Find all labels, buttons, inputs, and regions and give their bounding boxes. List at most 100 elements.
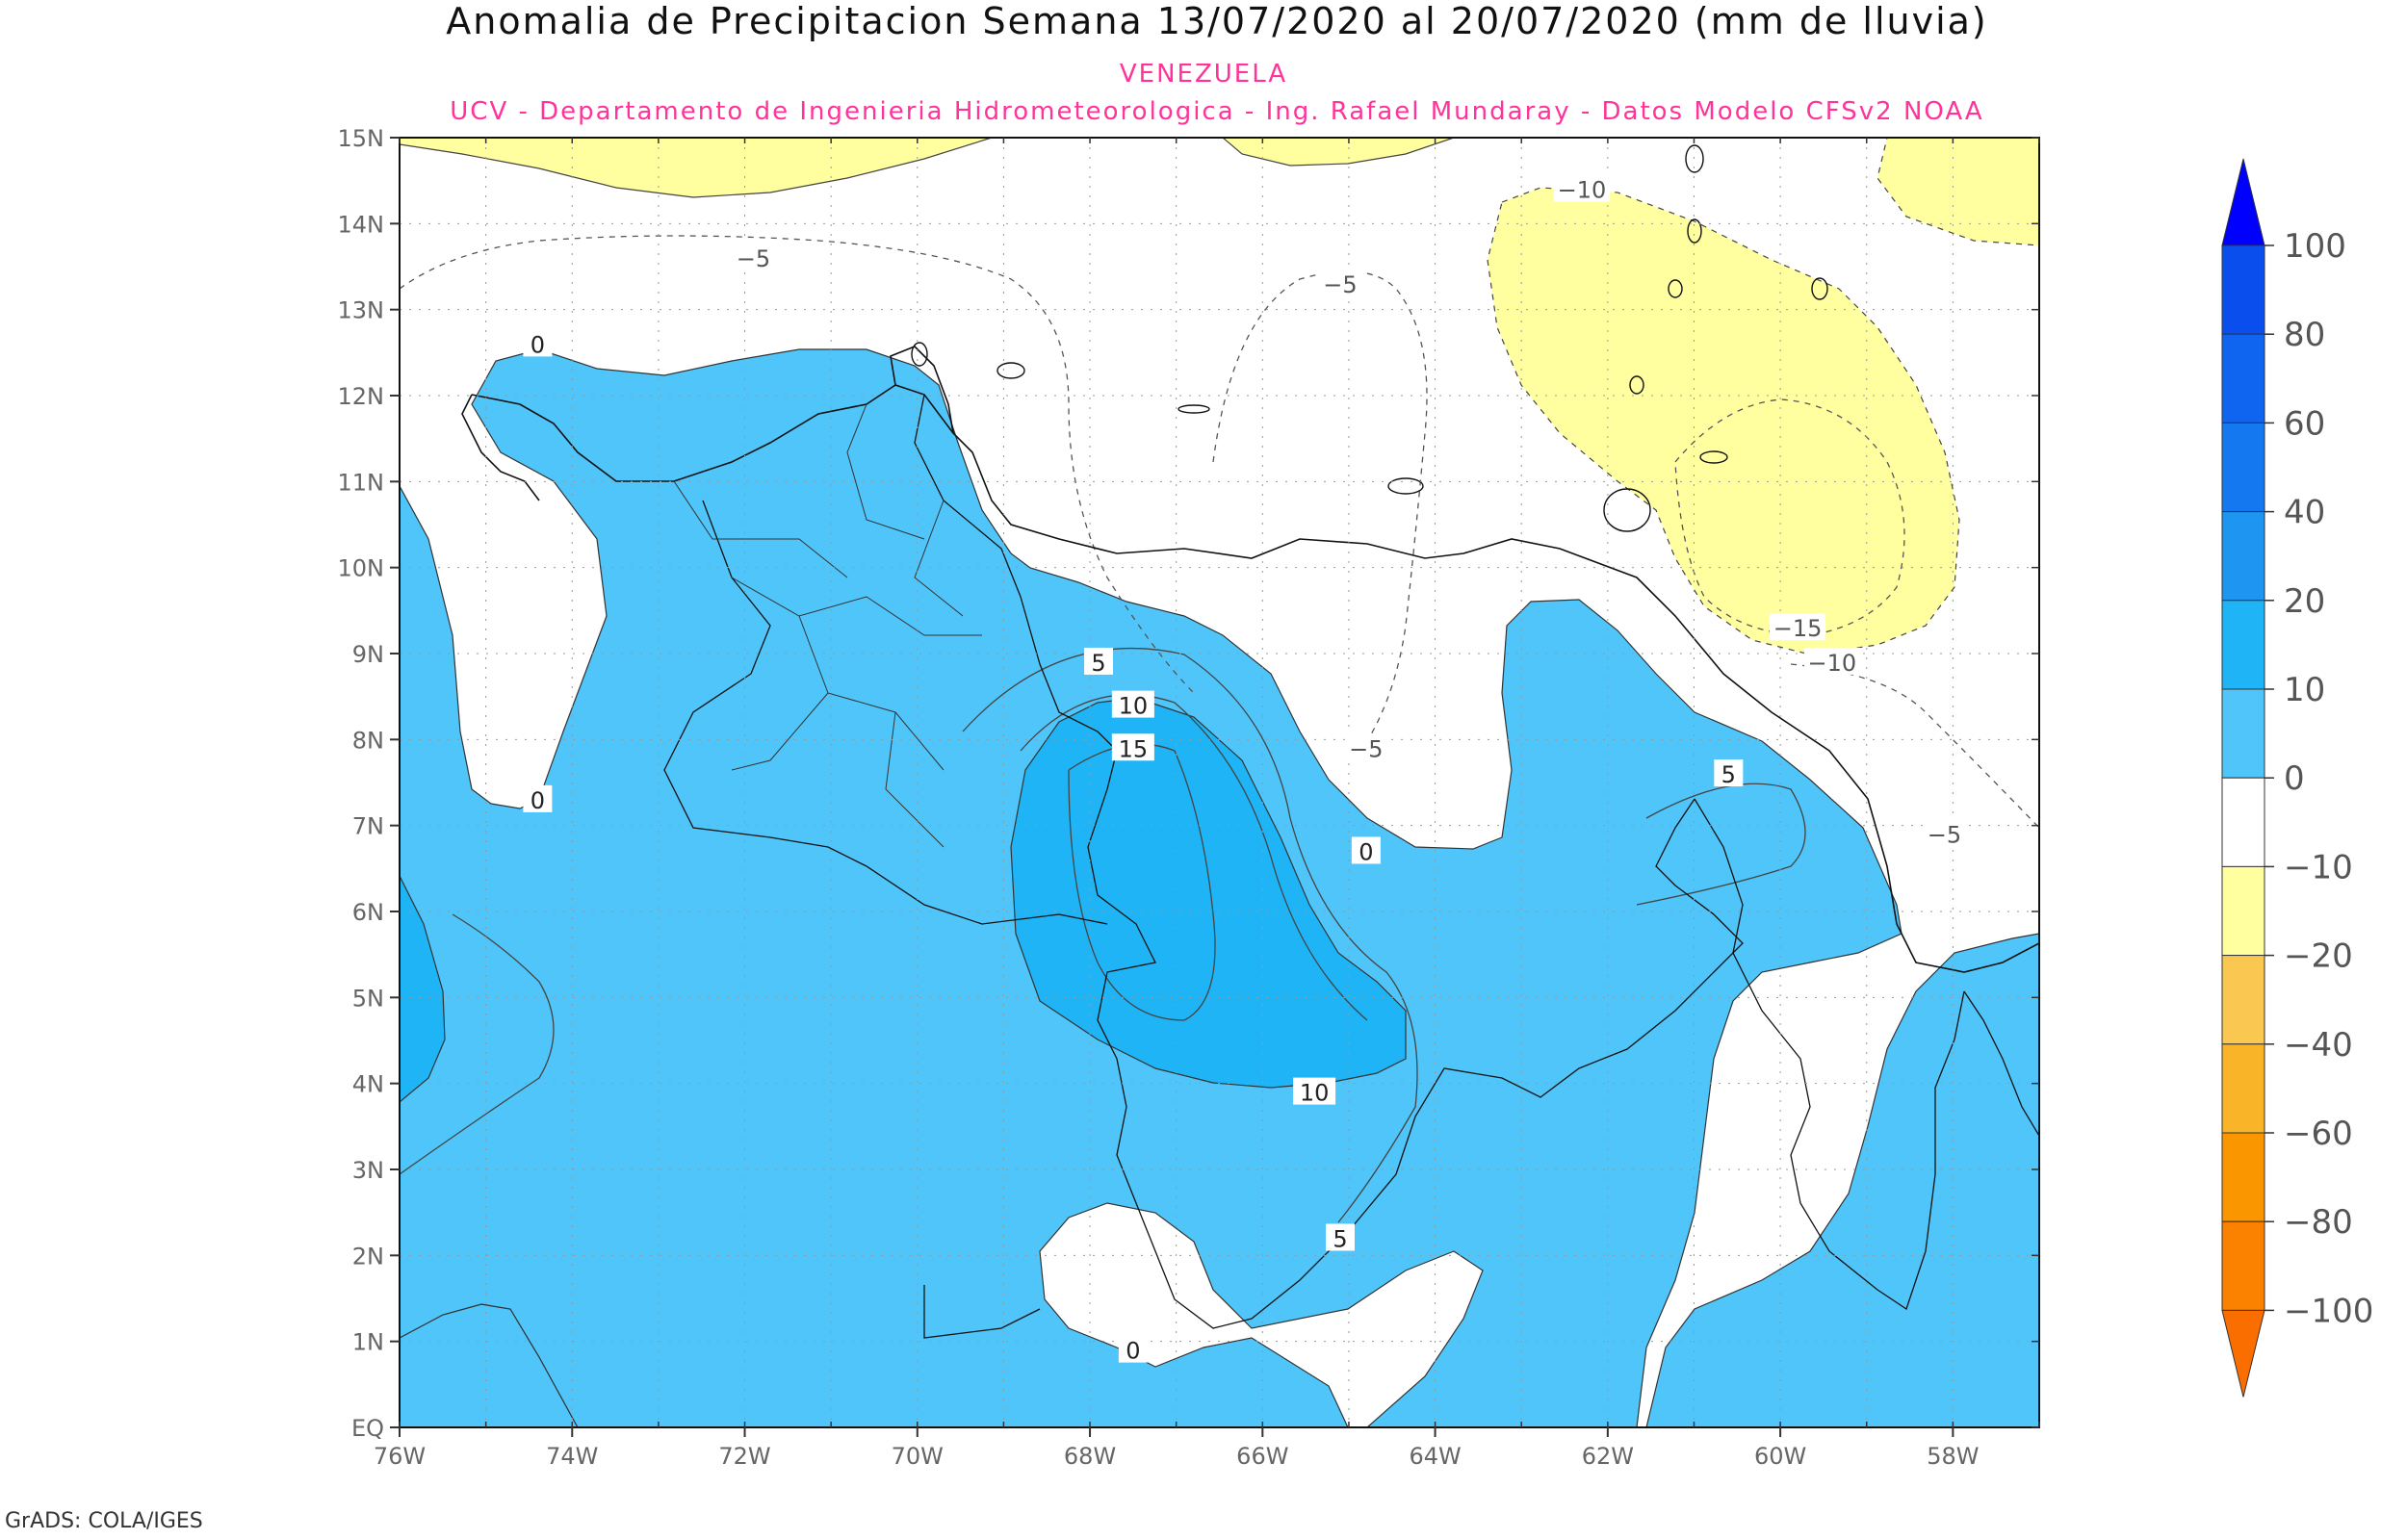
colorbar-bottom-arrow (2221, 1309, 2265, 1398)
colorbar-label: −60 (2284, 1115, 2353, 1153)
island-tobago (1699, 450, 1728, 464)
lat-tick-label: 5N (352, 985, 384, 1012)
colorbar-segment (2221, 688, 2265, 779)
contour-label: −15 (1773, 615, 1823, 642)
colorbar-segment (2221, 244, 2265, 335)
colorbar-segment (2221, 1220, 2265, 1311)
colorbar-segment (2221, 600, 2265, 690)
lon-tick-label: 58W (1927, 1443, 1979, 1470)
contour-label-bg (1111, 733, 1154, 761)
lat-tick-label: 12N (338, 383, 385, 410)
colorbar-segment (2221, 511, 2265, 602)
island-aruba (911, 342, 928, 367)
colorbar-label: −10 (2284, 848, 2353, 886)
lon-tick-label: 62W (1582, 1443, 1634, 1470)
border-colombia-inner (663, 500, 1108, 925)
lon-tick-label: 70W (892, 1443, 944, 1470)
colorbar-segment (2221, 1043, 2265, 1134)
lon-tick-label: 60W (1754, 1443, 1806, 1470)
contour-label-bg (1351, 836, 1381, 864)
lon-tick-label: 68W (1064, 1443, 1116, 1470)
lat-lon-grid (400, 138, 2039, 1427)
lon-tick-label: 72W (718, 1443, 770, 1470)
contour-label-bg (1318, 269, 1361, 296)
contour-label-bg (1923, 819, 1966, 847)
lat-tick-label: 13N (338, 297, 385, 324)
map-frame (399, 137, 2040, 1428)
contour-labels: 0 0 0 0 5 5 5 10 10 15 −5 −5 −5 −5 −10 −10 −15 (523, 174, 1966, 1365)
grads-credit: GrADS: COLA/IGES (5, 1509, 203, 1533)
island-margarita (1387, 477, 1424, 495)
longitude-axis: 76W 74W 72W 70W 68W 66W 64W 62W 60W 58W (374, 138, 2040, 1470)
lat-tick-label: 1N (352, 1329, 384, 1356)
contour-label-bg (1714, 759, 1744, 787)
lat-tick-label: 14N (338, 211, 385, 238)
anomaly-region-east (1645, 933, 2039, 1427)
colorbar-label: 100 (2284, 227, 2346, 266)
colorbar-label: 60 (2284, 404, 2325, 443)
colorbar-label: −40 (2284, 1026, 2353, 1065)
border-colombia-south (923, 1285, 1041, 1339)
contour-label: −5 (737, 245, 770, 272)
lon-tick-label: 76W (374, 1443, 426, 1470)
contour-label-bg (1084, 647, 1114, 675)
colorbar-label: 80 (2284, 316, 2325, 354)
contour-label: 0 (1359, 838, 1373, 865)
anomaly-region-negative-north2 (1222, 138, 1455, 167)
contour-label-bg (523, 784, 553, 812)
colorbar-segment (2221, 865, 2265, 957)
contour-line-5 (962, 647, 1418, 1223)
contour-label-bg (1803, 647, 1860, 675)
lon-tick-label: 66W (1236, 1443, 1288, 1470)
colorbar-label: 10 (2284, 671, 2325, 709)
contour-label-bg (1325, 1223, 1355, 1251)
contour-label-bg (523, 329, 553, 357)
colorbar-label: −80 (2284, 1203, 2353, 1242)
contour-label: 5 (1091, 650, 1105, 677)
anomaly-region-negative-ne-corner (1876, 138, 2039, 246)
contour-line-5-west (400, 913, 555, 1175)
lat-tick-label: 11N (338, 469, 385, 496)
colorbar-segment (2221, 955, 2265, 1045)
contour-label: −10 (1558, 177, 1607, 204)
border-suriname (1963, 990, 2039, 1137)
contour-label: 0 (531, 787, 545, 814)
contour-label-bg (1770, 613, 1826, 641)
lat-tick-label: 6N (352, 899, 384, 926)
contour-line-neg10-inner (1674, 398, 1905, 636)
colorbar-label: 0 (2284, 759, 2305, 798)
colorbar-segment (2221, 333, 2265, 424)
colorbar-label: 20 (2284, 582, 2325, 621)
island-st-lucia (1687, 218, 1702, 244)
colorbar-label: −20 (2284, 937, 2353, 976)
contour-label: 5 (1721, 761, 1736, 788)
contour-label-bg (1344, 733, 1387, 761)
contour-label-bg (1118, 1335, 1148, 1363)
colorbar-top-arrow (2221, 158, 2265, 246)
border-colombia-venezuela (914, 394, 1176, 1300)
contour-line-neg5-central (1212, 270, 1428, 742)
lat-tick-label: 4N (352, 1071, 384, 1098)
map-plot-area (400, 138, 2039, 1427)
island-grenada (1629, 375, 1644, 395)
map-title: Anomalia de Precipitacion Semana 13/07/2… (446, 0, 1988, 42)
colorbar-segment (2221, 777, 2265, 867)
border-venezuela-brazil (1174, 798, 1744, 1329)
lon-tick-label: 64W (1409, 1443, 1461, 1470)
lat-tick-label: 8N (352, 727, 384, 754)
lat-tick-label: 2N (352, 1243, 384, 1270)
coastline-darien (461, 394, 540, 501)
contour-line-15 (1068, 743, 1216, 1021)
colorbar-label: −100 (2284, 1292, 2373, 1330)
lat-tick-label: 10N (338, 555, 385, 582)
contour-label: 5 (1333, 1225, 1347, 1252)
contour-label: 0 (1126, 1338, 1140, 1365)
lat-tick-label: EQ (351, 1415, 384, 1442)
contour-label: −10 (1808, 650, 1857, 677)
anomaly-region-10-20-west (400, 875, 446, 1103)
contour-line-neg5-east (1790, 663, 2039, 829)
contour-line-neg5-north (400, 235, 1195, 694)
admin-lines-colombia (673, 403, 982, 848)
